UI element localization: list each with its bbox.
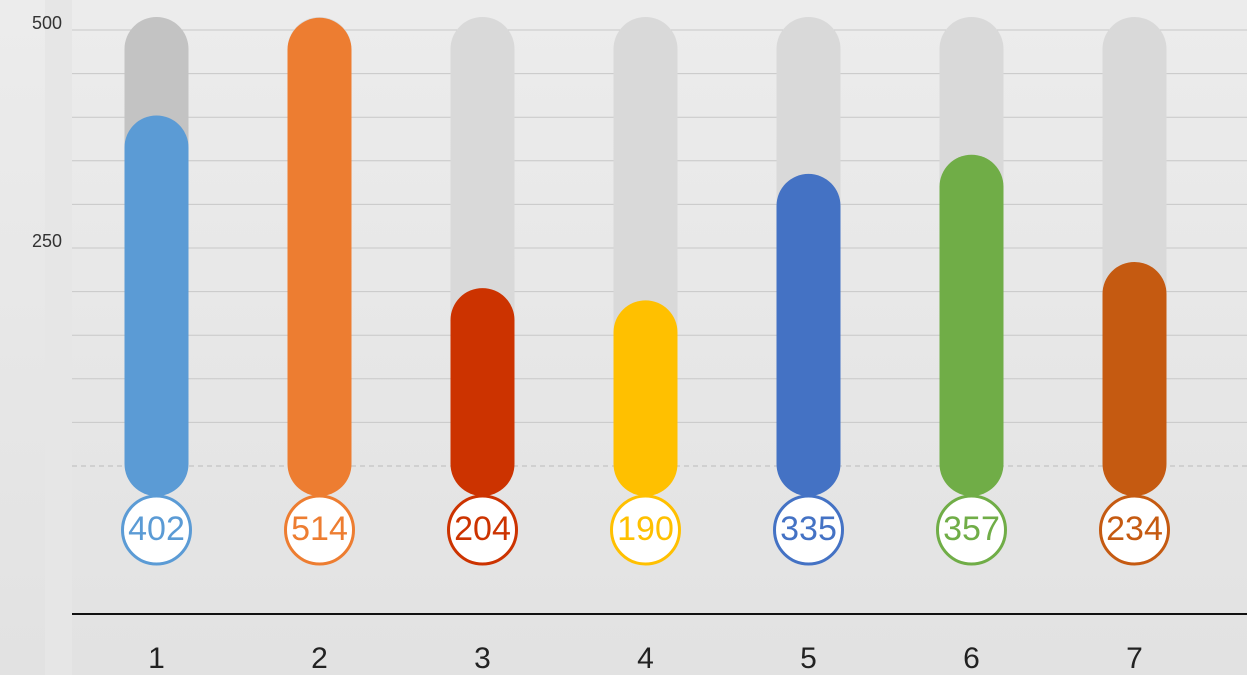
bar [1102, 261, 1167, 496]
value-label: 357 [943, 510, 1000, 548]
value-badge [773, 494, 844, 566]
x-tick-label: 6 [963, 642, 980, 675]
x-tick-label: 4 [637, 642, 654, 675]
value-label: 234 [1106, 510, 1163, 548]
bar [776, 173, 841, 496]
value-label: 402 [128, 510, 185, 548]
value-badge [121, 494, 192, 566]
value-label: 204 [454, 510, 511, 548]
value-label: 190 [617, 510, 674, 548]
y-tick-label: 250 [32, 231, 62, 251]
y-tick-label: 500 [32, 13, 62, 33]
axis-band [45, 0, 72, 675]
bar [613, 300, 678, 496]
x-tick-label: 3 [474, 642, 491, 675]
value-badge [447, 494, 518, 566]
bar [287, 17, 352, 497]
x-tick-label: 2 [311, 642, 328, 675]
bar [939, 154, 1004, 497]
x-tick-label: 7 [1126, 642, 1143, 675]
x-tick-label: 5 [800, 642, 817, 675]
value-badge [610, 494, 681, 566]
bar [450, 288, 515, 496]
bar [124, 115, 189, 497]
value-badge [936, 494, 1007, 566]
value-label: 514 [291, 510, 348, 548]
x-tick-label: 1 [148, 642, 165, 675]
value-badge [1099, 494, 1170, 566]
value-badge [284, 494, 355, 566]
value-label: 335 [780, 510, 837, 548]
